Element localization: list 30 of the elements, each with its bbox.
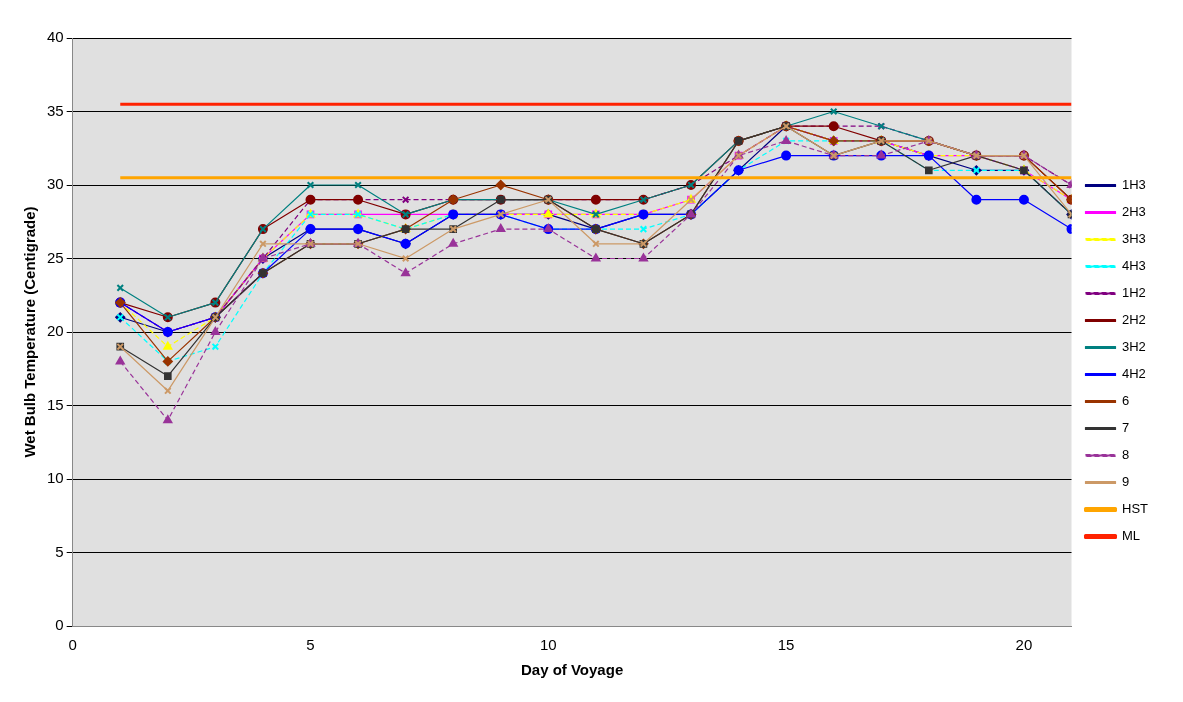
legend-label: HST [1122, 501, 1149, 517]
x-axis-title: Day of Voyage [520, 661, 624, 679]
legend-label: 3H2 [1122, 339, 1146, 355]
y-tick-label: 30 [47, 175, 64, 193]
legend-label: ML [1122, 528, 1141, 544]
legend-label: 8 [1122, 447, 1130, 463]
legend-label: 6 [1122, 393, 1130, 409]
legend-label: 3H3 [1122, 231, 1146, 247]
y-tick-label: 35 [47, 101, 64, 119]
y-axis-title: Wet Bulb Temperature (Centigrade) [21, 206, 39, 458]
y-tick-label: 40 [47, 28, 64, 46]
legend-label: 2H2 [1122, 312, 1146, 328]
x-tick-label: 5 [306, 636, 315, 654]
legend-label: 9 [1122, 474, 1130, 490]
x-tick-label: 15 [777, 636, 795, 654]
y-tick-label: 10 [47, 469, 64, 487]
legend-label: 1H3 [1122, 177, 1146, 193]
y-tick-label: 15 [47, 395, 64, 413]
legend-label: 4H2 [1122, 366, 1146, 382]
legend-label: 7 [1122, 420, 1130, 436]
y-tick-label: 25 [47, 248, 64, 266]
y-tick-label: 5 [55, 542, 64, 560]
legend-label: 2H3 [1122, 204, 1146, 220]
x-tick-label: 0 [68, 636, 77, 654]
x-tick-label: 20 [1015, 636, 1033, 654]
x-tick-label: 10 [539, 636, 557, 654]
legend-label: 4H3 [1122, 258, 1146, 274]
y-tick-label: 0 [55, 616, 64, 634]
legend-label: 1H2 [1122, 285, 1146, 301]
y-tick-label: 20 [47, 322, 64, 340]
